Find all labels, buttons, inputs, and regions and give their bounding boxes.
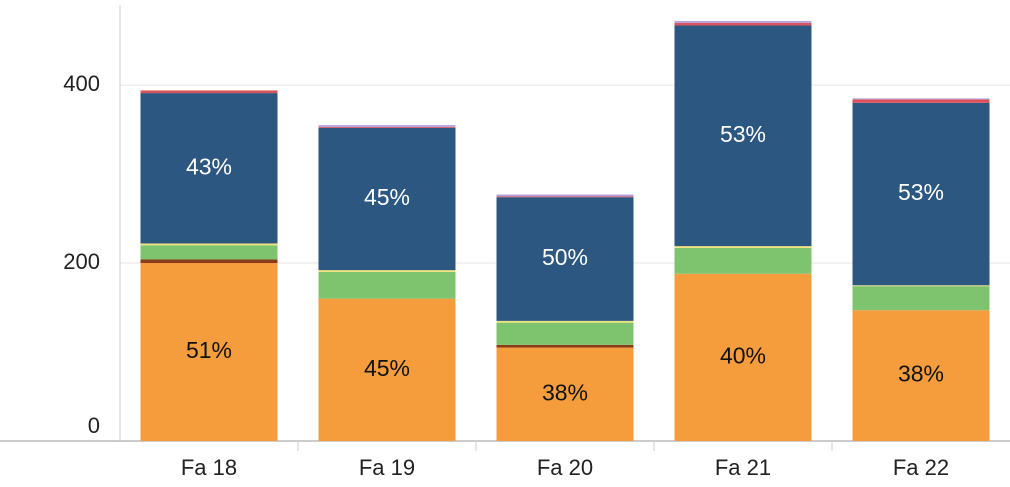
bar-segment xyxy=(852,98,990,100)
bar-segment xyxy=(852,285,990,287)
bar-segment xyxy=(318,127,456,271)
share-label: 51% xyxy=(186,337,232,363)
share-label: 43% xyxy=(186,153,232,179)
y-tick-label: 400 xyxy=(63,71,100,96)
bar-segment xyxy=(852,286,990,311)
share-label: 50% xyxy=(542,244,588,270)
bar-segment xyxy=(852,310,990,441)
bar-segment xyxy=(140,243,278,246)
bar-segment xyxy=(140,245,278,260)
bar-segment xyxy=(674,273,812,441)
y-tick-label: 0 xyxy=(88,413,100,438)
bar-segment xyxy=(496,320,634,323)
bar-segment xyxy=(140,263,278,441)
bar-segment xyxy=(496,344,634,348)
y-tick-label: 200 xyxy=(63,249,100,274)
share-label: 38% xyxy=(898,361,944,387)
share-label: 40% xyxy=(720,342,766,368)
x-tick-label: Fa 20 xyxy=(537,455,593,480)
bar-segment xyxy=(318,125,456,127)
bar-segment xyxy=(496,194,634,197)
share-label: 45% xyxy=(364,355,410,381)
share-label: 53% xyxy=(898,179,944,205)
x-tick-label: Fa 19 xyxy=(359,455,415,480)
bar-segment xyxy=(852,99,990,103)
bar-segment xyxy=(140,93,278,244)
share-label: 45% xyxy=(364,184,410,210)
bar-segment xyxy=(496,322,634,345)
bar-segment xyxy=(674,246,812,248)
bar-segment xyxy=(318,298,456,441)
bar-segment xyxy=(674,247,812,274)
share-label: 53% xyxy=(720,121,766,147)
x-tick-label: Fa 21 xyxy=(715,455,771,480)
bar-segment xyxy=(318,270,456,272)
bar-segment xyxy=(674,22,812,26)
bar-segment xyxy=(140,259,278,264)
x-tick-label: Fa 22 xyxy=(893,455,949,480)
bar-segment xyxy=(496,197,634,321)
bar-segment xyxy=(496,347,634,441)
bar-segment xyxy=(852,102,990,286)
x-tick-label: Fa 18 xyxy=(181,455,237,480)
share-label: 38% xyxy=(542,379,588,405)
bar-segment xyxy=(674,21,812,23)
bar-segment xyxy=(140,90,278,94)
bar-segment xyxy=(318,271,456,299)
bar-segment xyxy=(318,126,456,128)
bar-segment xyxy=(496,196,634,198)
bar-segment xyxy=(674,25,812,247)
